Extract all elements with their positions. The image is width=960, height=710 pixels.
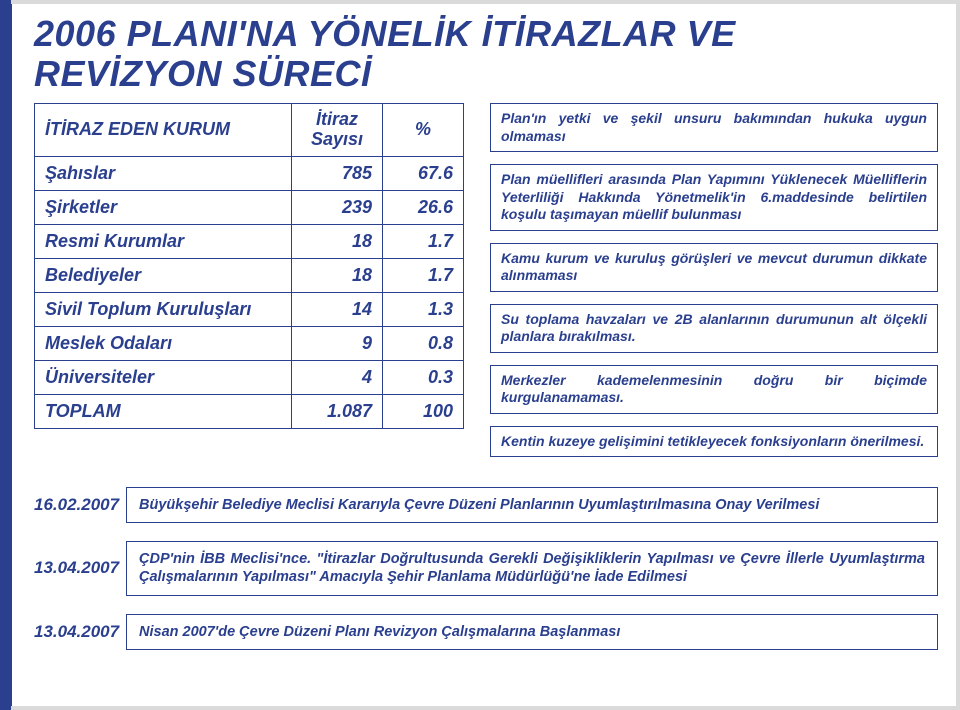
cell-count: 4 xyxy=(292,360,383,394)
col-institution: İTİRAZ EDEN KURUM xyxy=(35,104,292,157)
cell-pct: 1.7 xyxy=(383,224,464,258)
callout-box: Plan müellifleri arasında Plan Yapımını … xyxy=(490,164,938,231)
timeline-row: 13.04.2007 Nisan 2007'de Çevre Düzeni Pl… xyxy=(34,614,938,650)
table-row: Üniversiteler 4 0.3 xyxy=(35,360,464,394)
timeline-date: 13.04.2007 xyxy=(34,614,126,650)
cell-name: Meslek Odaları xyxy=(35,326,292,360)
col-count-label: İtiraz Sayısı xyxy=(311,109,363,149)
table-row: Şahıslar 785 67.6 xyxy=(35,156,464,190)
cell-count: 14 xyxy=(292,292,383,326)
table-header-row: İTİRAZ EDEN KURUM İtiraz Sayısı % xyxy=(35,104,464,157)
objections-table: İTİRAZ EDEN KURUM İtiraz Sayısı % Şahısl… xyxy=(34,103,464,429)
timeline-text: Nisan 2007'de Çevre Düzeni Planı Revizyo… xyxy=(126,614,938,650)
timeline-row: 16.02.2007 Büyükşehir Belediye Meclisi K… xyxy=(34,487,938,523)
cell-pct: 0.8 xyxy=(383,326,464,360)
slide-title: 2006 PLANI'NA YÖNELİK İTİRAZLAR VE REVİZ… xyxy=(4,4,956,97)
cell-name: Belediyeler xyxy=(35,258,292,292)
cell-name: Şirketler xyxy=(35,190,292,224)
cell-count: 785 xyxy=(292,156,383,190)
cell-name: Resmi Kurumlar xyxy=(35,224,292,258)
callout-box: Plan'ın yetki ve şekil unsuru bakımından… xyxy=(490,103,938,152)
callout-box: Merkezler kademelenmesinin doğru bir biç… xyxy=(490,365,938,414)
table-row: Şirketler 239 26.6 xyxy=(35,190,464,224)
cell-count: 239 xyxy=(292,190,383,224)
table-row: Meslek Odaları 9 0.8 xyxy=(35,326,464,360)
table-row-total: TOPLAM 1.087 100 xyxy=(35,394,464,428)
cell-count: 9 xyxy=(292,326,383,360)
cell-pct: 1.7 xyxy=(383,258,464,292)
cell-name: TOPLAM xyxy=(35,394,292,428)
timeline-text: ÇDP'nin İBB Meclisi'nce. "İtirazlar Doğr… xyxy=(126,541,938,595)
callouts-column: Plan'ın yetki ve şekil unsuru bakımından… xyxy=(490,103,938,469)
cell-pct: 1.3 xyxy=(383,292,464,326)
table-row: Resmi Kurumlar 18 1.7 xyxy=(35,224,464,258)
callout-box: Su toplama havzaları ve 2B alanlarının d… xyxy=(490,304,938,353)
title-line-1: 2006 PLANI'NA YÖNELİK İTİRAZLAR VE xyxy=(34,13,736,54)
callout-box: Kamu kurum ve kuruluş görüşleri ve mevcu… xyxy=(490,243,938,292)
cell-name: Sivil Toplum Kuruluşları xyxy=(35,292,292,326)
cell-pct: 100 xyxy=(383,394,464,428)
table-row: Belediyeler 18 1.7 xyxy=(35,258,464,292)
cell-count: 18 xyxy=(292,258,383,292)
callout-box: Kentin kuzeye gelişimini tetikleyecek fo… xyxy=(490,426,938,458)
cell-pct: 26.6 xyxy=(383,190,464,224)
timeline-date: 16.02.2007 xyxy=(34,487,126,523)
cell-count: 18 xyxy=(292,224,383,258)
timeline-text: Büyükşehir Belediye Meclisi Kararıyla Çe… xyxy=(126,487,938,523)
timeline-section: 16.02.2007 Büyükşehir Belediye Meclisi K… xyxy=(4,469,956,650)
cell-count: 1.087 xyxy=(292,394,383,428)
col-percent: % xyxy=(383,104,464,157)
content-row: İTİRAZ EDEN KURUM İtiraz Sayısı % Şahısl… xyxy=(4,97,956,469)
slide-frame: 2006 PLANI'NA YÖNELİK İTİRAZLAR VE REVİZ… xyxy=(0,0,960,710)
cell-pct: 67.6 xyxy=(383,156,464,190)
timeline-date: 13.04.2007 xyxy=(34,541,126,595)
timeline-row: 13.04.2007 ÇDP'nin İBB Meclisi'nce. "İti… xyxy=(34,541,938,595)
cell-name: Üniversiteler xyxy=(35,360,292,394)
table-column: İTİRAZ EDEN KURUM İtiraz Sayısı % Şahısl… xyxy=(34,103,464,469)
col-count: İtiraz Sayısı xyxy=(292,104,383,157)
cell-name: Şahıslar xyxy=(35,156,292,190)
title-line-2: REVİZYON SÜRECİ xyxy=(34,53,372,94)
cell-pct: 0.3 xyxy=(383,360,464,394)
table-row: Sivil Toplum Kuruluşları 14 1.3 xyxy=(35,292,464,326)
